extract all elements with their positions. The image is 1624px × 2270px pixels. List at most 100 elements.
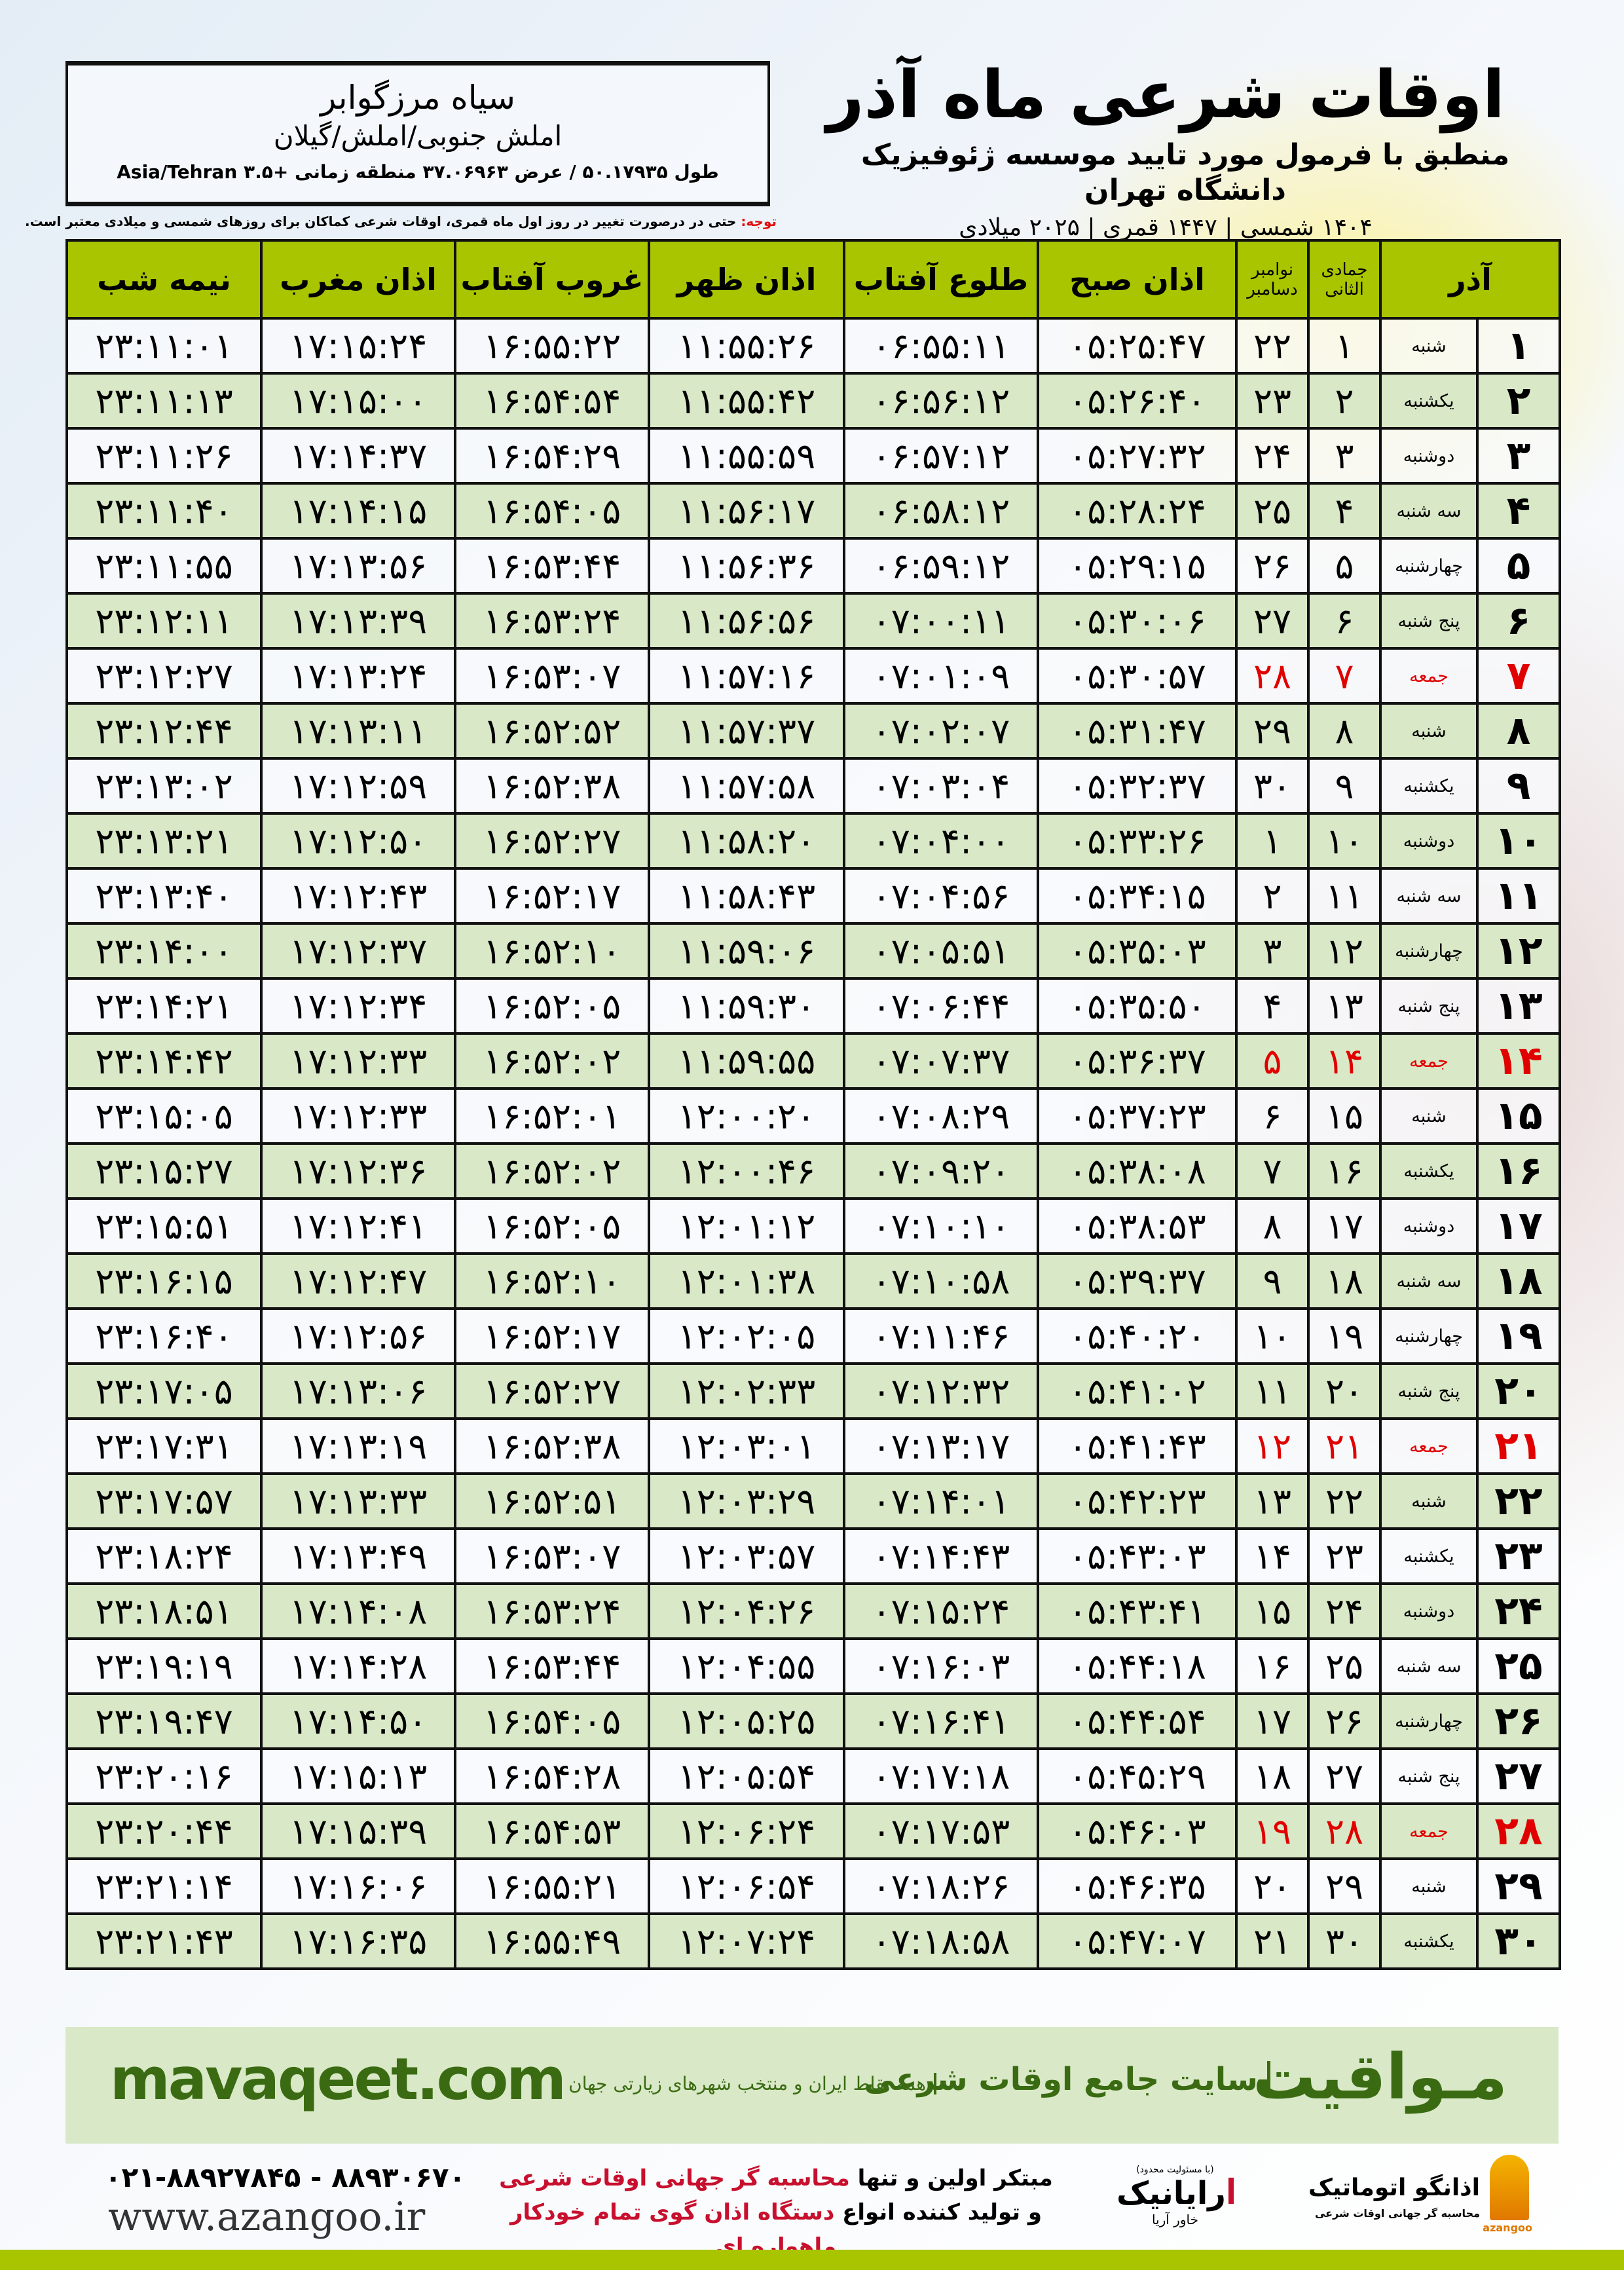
midnight-time: ۲۳:۱۷:۵۷ bbox=[65, 1472, 263, 1530]
col-month: آذر bbox=[1378, 239, 1562, 320]
weekday: دوشنبه bbox=[1378, 427, 1479, 485]
sunset-time: ۱۶:۵۳:۰۷ bbox=[454, 647, 650, 705]
dhuhr-time: ۱۲:۰۶:۵۴ bbox=[648, 1857, 845, 1915]
gregorian-day: ۲۳ bbox=[1235, 372, 1310, 430]
gregorian-day: ۳ bbox=[1235, 922, 1310, 980]
table-row: ۱ شنبه ۱ ۲۲ ۰۵:۲۵:۴۷ ۰۶:۵۵:۱۱ ۱۱:۵۵:۲۶ ۱۶:۵۵:۲۲… bbox=[65, 317, 1562, 375]
hijri-day: ۲۰ bbox=[1307, 1362, 1382, 1420]
gregorian-day: ۲۷ bbox=[1235, 592, 1310, 650]
maghrib-time: ۱۷:۱۳:۳۹ bbox=[260, 592, 456, 650]
midnight-time: ۲۳:۱۱:۴۰ bbox=[65, 482, 263, 540]
fajr-time: ۰۵:۳۰:۰۶ bbox=[1037, 592, 1238, 650]
fajr-time: ۰۵:۳۵:۵۰ bbox=[1037, 977, 1238, 1035]
sunset-time: ۱۶:۵۳:۲۴ bbox=[454, 592, 650, 650]
weekday: چهارشنبه bbox=[1378, 1307, 1479, 1365]
azangoo-name: اذانگو اتوماتیک bbox=[1308, 2174, 1480, 2201]
hijri-day: ۱۳ bbox=[1307, 977, 1382, 1035]
sunrise-time: ۰۶:۵۷:۱۲ bbox=[843, 427, 1039, 485]
sunrise-time: ۰۶:۵۹:۱۲ bbox=[843, 537, 1039, 595]
sunset-time: ۱۶:۵۵:۴۹ bbox=[454, 1912, 650, 1970]
hijri-day: ۱۵ bbox=[1307, 1087, 1382, 1145]
day-number: ۴ bbox=[1476, 482, 1562, 540]
fajr-time: ۰۵:۴۶:۳۵ bbox=[1037, 1857, 1238, 1915]
weekday: دوشنبه bbox=[1378, 1582, 1479, 1640]
midnight-time: ۲۳:۱۴:۲۱ bbox=[65, 977, 263, 1035]
azangoo-link[interactable]: www.azangoo.ir bbox=[108, 2194, 426, 2240]
col-greg: نوامبر دسامبر bbox=[1235, 239, 1310, 320]
maghrib-time: ۱۷:۱۴:۲۸ bbox=[260, 1637, 456, 1695]
fajr-time: ۰۵:۳۴:۱۵ bbox=[1037, 867, 1238, 925]
gregorian-day: ۸ bbox=[1235, 1197, 1310, 1255]
dhuhr-time: ۱۱:۵۶:۱۷ bbox=[648, 482, 845, 540]
dhuhr-time: ۱۲:۰۲:۰۵ bbox=[648, 1307, 845, 1365]
dhuhr-time: ۱۲:۰۱:۱۲ bbox=[648, 1197, 845, 1255]
sunset-time: ۱۶:۵۲:۲۷ bbox=[454, 812, 650, 870]
day-number: ۱ bbox=[1476, 317, 1562, 375]
hijri-day: ۸ bbox=[1307, 702, 1382, 760]
sunrise-time: ۰۷:۰۶:۴۴ bbox=[843, 977, 1039, 1035]
hijri-day: ۲۴ bbox=[1307, 1582, 1382, 1640]
dhuhr-time: ۱۲:۰۵:۵۴ bbox=[648, 1747, 845, 1805]
sunset-time: ۱۶:۵۲:۰۱ bbox=[454, 1087, 650, 1145]
sunrise-time: ۰۷:۱۶:۰۳ bbox=[843, 1637, 1039, 1695]
midnight-time: ۲۳:۱۶:۱۵ bbox=[65, 1252, 263, 1310]
gregorian-day: ۱۷ bbox=[1235, 1692, 1310, 1750]
dhuhr-time: ۱۲:۰۰:۴۶ bbox=[648, 1142, 845, 1200]
table-row: ۴ سه شنبه ۴ ۲۵ ۰۵:۲۸:۲۴ ۰۶:۵۸:۱۲ ۱۱:۵۶:۱۷ ۱۶:۵۴… bbox=[65, 482, 1562, 540]
table-row: ۵ چهارشنبه ۵ ۲۶ ۰۵:۲۹:۱۵ ۰۶:۵۹:۱۲ ۱۱:۵۶:۳۶ ۱۶:۵… bbox=[65, 537, 1562, 595]
maghrib-time: ۱۷:۱۲:۴۱ bbox=[260, 1197, 456, 1255]
sunset-time: ۱۶:۵۳:۴۴ bbox=[454, 537, 650, 595]
hijri-day: ۱۴ bbox=[1307, 1032, 1382, 1090]
hijri-day: ۴ bbox=[1307, 482, 1382, 540]
banner-subslogan: همه نقاط ایران و منتخب شهرهای زیارتی جها… bbox=[568, 2073, 936, 2094]
sunset-time: ۱۶:۵۲:۱۰ bbox=[454, 922, 650, 980]
maghrib-time: ۱۷:۱۲:۳۷ bbox=[260, 922, 456, 980]
fajr-time: ۰۵:۳۷:۲۳ bbox=[1037, 1087, 1238, 1145]
day-number: ۲۵ bbox=[1476, 1637, 1562, 1695]
gregorian-day: ۱۶ bbox=[1235, 1637, 1310, 1695]
banner-slogan: سایت جامع اوقات شرعی bbox=[864, 2061, 1270, 2098]
sunset-time: ۱۶:۵۲:۱۷ bbox=[454, 867, 650, 925]
day-number: ۲۸ bbox=[1476, 1802, 1562, 1860]
col-hijri: جمادی الثانی bbox=[1307, 239, 1382, 320]
fajr-time: ۰۵:۳۱:۴۷ bbox=[1037, 702, 1238, 760]
table-row: ۱۲ چهارشنبه ۱۲ ۳ ۰۵:۳۵:۰۳ ۰۷:۰۵:۵۱ ۱۱:۵۹:۰۶ ۱۶:… bbox=[65, 922, 1562, 980]
day-number: ۱۷ bbox=[1476, 1197, 1562, 1255]
sunrise-time: ۰۷:۱۲:۳۲ bbox=[843, 1362, 1039, 1420]
midnight-time: ۲۳:۱۳:۲۱ bbox=[65, 812, 263, 870]
table-row: ۹ یکشنبه ۹ ۳۰ ۰۵:۳۲:۳۷ ۰۷:۰۳:۰۴ ۱۱:۵۷:۵۸ ۱۶:۵۲:… bbox=[65, 757, 1562, 815]
fajr-time: ۰۵:۳۵:۰۳ bbox=[1037, 922, 1238, 980]
sunrise-time: ۰۷:۱۳:۱۷ bbox=[843, 1417, 1039, 1475]
table-row: ۱۹ چهارشنبه ۱۹ ۱۰ ۰۵:۴۰:۲۰ ۰۷:۱۱:۴۶ ۱۲:۰۲:۰۵ ۱۶… bbox=[65, 1307, 1562, 1365]
midnight-time: ۲۳:۱۵:۵۱ bbox=[65, 1197, 263, 1255]
dhuhr-time: ۱۲:۰۵:۲۵ bbox=[648, 1692, 845, 1750]
sunrise-time: ۰۷:۰۳:۰۴ bbox=[843, 757, 1039, 815]
gregorian-day: ۲۸ bbox=[1235, 647, 1310, 705]
gregorian-day: ۲۰ bbox=[1235, 1857, 1310, 1915]
table-row: ۱۴ جمعه ۱۴ ۵ ۰۵:۳۶:۳۷ ۰۷:۰۷:۳۷ ۱۱:۵۹:۵۵ ۱۶:۵۲:۰… bbox=[65, 1032, 1562, 1090]
gregorian-day: ۷ bbox=[1235, 1142, 1310, 1200]
sunrise-time: ۰۷:۱۰:۱۰ bbox=[843, 1197, 1039, 1255]
rayanik-name: رایانیک bbox=[1116, 2175, 1234, 2212]
fajr-time: ۰۵:۲۸:۲۴ bbox=[1037, 482, 1238, 540]
weekday: چهارشنبه bbox=[1378, 537, 1479, 595]
day-number: ۱۹ bbox=[1476, 1307, 1562, 1365]
midnight-time: ۲۳:۲۰:۱۶ bbox=[65, 1747, 263, 1805]
maghrib-time: ۱۷:۱۲:۵۶ bbox=[260, 1307, 456, 1365]
maghrib-time: ۱۷:۱۳:۰۶ bbox=[260, 1362, 456, 1420]
fajr-time: ۰۵:۳۸:۰۸ bbox=[1037, 1142, 1238, 1200]
day-number: ۱۰ bbox=[1476, 812, 1562, 870]
sunset-time: ۱۶:۵۴:۲۸ bbox=[454, 1747, 650, 1805]
midnight-time: ۲۳:۱۸:۵۱ bbox=[65, 1582, 263, 1640]
sunset-time: ۱۶:۵۳:۴۴ bbox=[454, 1637, 650, 1695]
fajr-time: ۰۵:۲۶:۴۰ bbox=[1037, 372, 1238, 430]
maghrib-time: ۱۷:۱۳:۱۹ bbox=[260, 1417, 456, 1475]
maghrib-time: ۱۷:۱۲:۴۷ bbox=[260, 1252, 456, 1310]
table-row: ۶ پنج شنبه ۶ ۲۷ ۰۵:۳۰:۰۶ ۰۷:۰۰:۱۱ ۱۱:۵۶:۵۶ ۱۶:۵… bbox=[65, 592, 1562, 650]
site-link[interactable]: mavaqeet.com bbox=[110, 2045, 566, 2113]
col-hijri-label: جمادی الثانی bbox=[1321, 259, 1368, 299]
hijri-day: ۱۸ bbox=[1307, 1252, 1382, 1310]
day-number: ۲۳ bbox=[1476, 1527, 1562, 1585]
gregorian-day: ۲۶ bbox=[1235, 537, 1310, 595]
maghrib-time: ۱۷:۱۲:۵۹ bbox=[260, 757, 456, 815]
